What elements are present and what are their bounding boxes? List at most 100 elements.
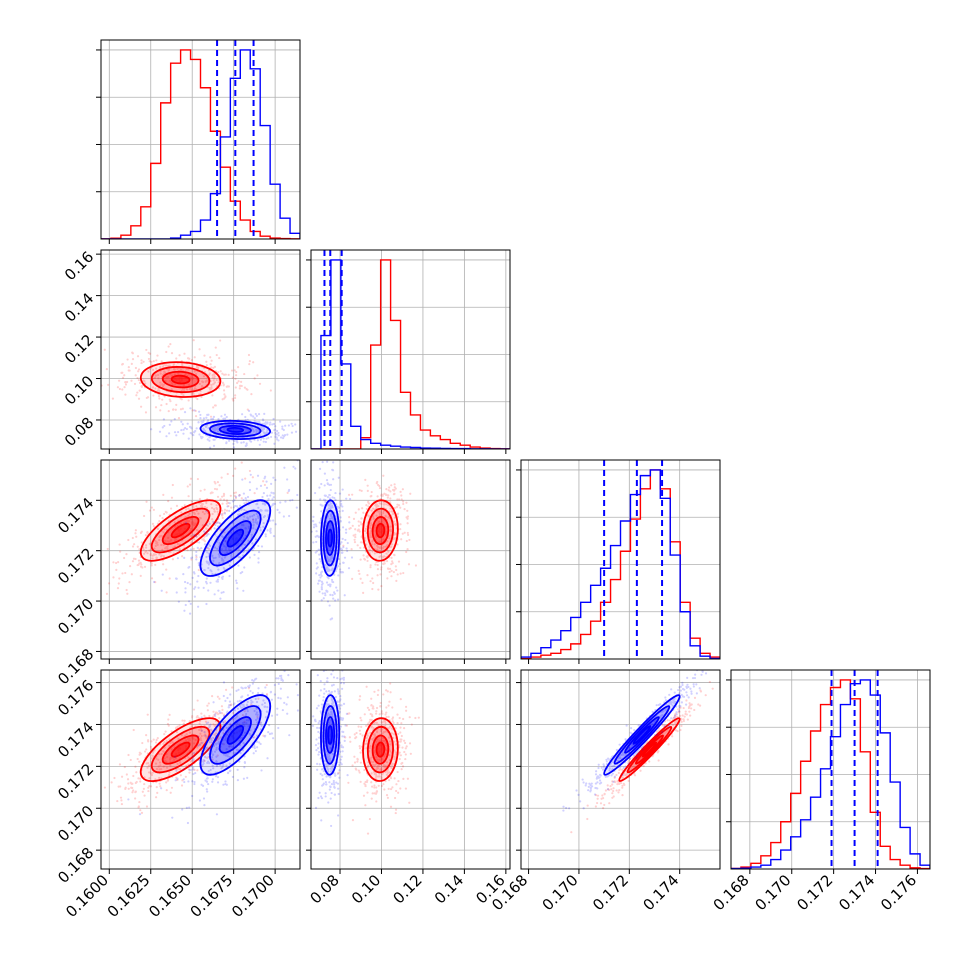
red-scatter-point: [158, 782, 161, 785]
red-scatter-point: [362, 794, 366, 797]
blue-scatter-point: [181, 423, 184, 426]
red-scatter-point: [252, 361, 255, 364]
red-scatter-point: [150, 363, 153, 366]
blue-scatter-point: [325, 654, 327, 656]
blue-scatter-point: [316, 726, 319, 729]
red-scatter-point: [151, 751, 155, 754]
red-scatter-point: [398, 498, 401, 501]
red-scatter-point: [151, 386, 155, 389]
blue-scatter-point: [291, 424, 294, 428]
red-scatter-point: [188, 720, 191, 723]
blue-scatter-point: [328, 760, 331, 763]
blue-scatter-point: [212, 559, 215, 562]
panel-frame: [100, 249, 301, 450]
blue-scatter-point: [329, 548, 332, 551]
blue-scatter-point: [200, 729, 203, 732]
red-scatter-point: [366, 734, 369, 737]
red-scatter-point: [172, 408, 175, 411]
blue-scatter-point: [202, 530, 206, 533]
blue-scatter-point: [243, 705, 246, 708]
blue-scatter-point: [205, 416, 208, 419]
blue-scatter-point: [249, 473, 252, 476]
blue-scatter-point: [197, 563, 201, 567]
blue-scatter-point: [322, 782, 325, 785]
blue-scatter-point: [212, 522, 216, 525]
red-scatter-point: [208, 387, 211, 390]
red-scatter-point: [219, 498, 222, 501]
red-scatter-point: [711, 687, 714, 690]
red-scatter-point: [130, 379, 133, 382]
red-scatter-point: [603, 793, 606, 796]
blue-scatter-point: [321, 778, 324, 781]
red-scatter-point: [179, 761, 182, 764]
red-scatter-point: [672, 723, 675, 727]
blue-scatter-point: [193, 409, 196, 412]
panel-body: [311, 250, 510, 449]
blue-scatter-point: [183, 411, 187, 414]
blue-scatter-point: [284, 424, 287, 427]
blue-scatter-point: [243, 731, 247, 734]
red-scatter-point: [152, 524, 155, 528]
blue-scatter-point: [264, 705, 267, 708]
blue-scatter-point: [225, 783, 228, 786]
red-scatter-point: [368, 708, 371, 712]
red-scatter-point: [391, 717, 394, 720]
blue-scatter-point: [321, 592, 324, 595]
blue-scatter-point: [249, 413, 252, 416]
red-scatter-point: [253, 377, 256, 380]
red-scatter-point: [154, 387, 157, 390]
blue-scatter-point: [325, 521, 328, 524]
red-scatter-point: [219, 522, 222, 525]
blue-scatter-point: [319, 772, 322, 775]
blue-scatter-point: [341, 509, 344, 512]
red-scatter-point: [384, 545, 388, 548]
blue-scatter-point: [199, 413, 202, 417]
blue-scatter-point: [218, 425, 221, 428]
blue-contour: [226, 528, 245, 548]
blue-scatter-point: [257, 687, 260, 690]
blue-scatter-point: [226, 771, 230, 775]
red-scatter-point: [190, 377, 193, 380]
blue-scatter-point: [249, 689, 252, 693]
red-scatter-point: [180, 734, 183, 737]
blue-scatter-point: [320, 570, 324, 573]
red-scatter-point: [380, 728, 383, 731]
red-scatter-point: [154, 374, 157, 377]
x-tick-label: 0.1675: [187, 871, 237, 921]
blue-scatter-point: [312, 715, 315, 718]
red-scatter-point: [384, 721, 387, 725]
red-scatter-point: [180, 362, 184, 365]
blue-scatter-point: [240, 508, 243, 511]
red-scatter-point: [358, 572, 361, 575]
red-scatter-point: [386, 690, 389, 693]
blue-scatter-point: [318, 486, 321, 489]
red-scatter-point: [212, 406, 215, 409]
blue-scatter-point: [163, 424, 166, 428]
red-scatter-point: [392, 489, 396, 492]
red-histogram: [521, 469, 720, 659]
red-scatter-point: [408, 538, 411, 542]
red-scatter-point: [390, 766, 393, 770]
blue-scatter-point: [221, 577, 224, 581]
blue-scatter-point: [176, 430, 180, 434]
blue-scatter-point: [235, 716, 238, 719]
red-scatter-point: [173, 539, 177, 542]
red-scatter-point: [128, 369, 131, 372]
blue-scatter-point: [253, 417, 256, 420]
y-tick-label: 0.12: [61, 331, 97, 367]
blue-scatter-point: [217, 589, 220, 592]
blue-scatter-point: [326, 482, 329, 485]
red-scatter-point: [369, 530, 373, 533]
red-scatter-point: [192, 511, 195, 514]
red-scatter-point: [149, 785, 153, 788]
blue-scatter-point: [265, 509, 268, 512]
y-tick-label: 0.172: [54, 760, 97, 803]
red-scatter-point: [187, 520, 191, 523]
red-scatter-point: [173, 373, 176, 376]
blue-scatter-point: [222, 753, 226, 756]
blue-scatter-point: [228, 762, 231, 765]
blue-scatter-point: [183, 780, 186, 784]
blue-scatter-point: [343, 594, 346, 597]
blue-scatter-point: [246, 495, 250, 499]
blue-scatter-point: [202, 758, 205, 762]
